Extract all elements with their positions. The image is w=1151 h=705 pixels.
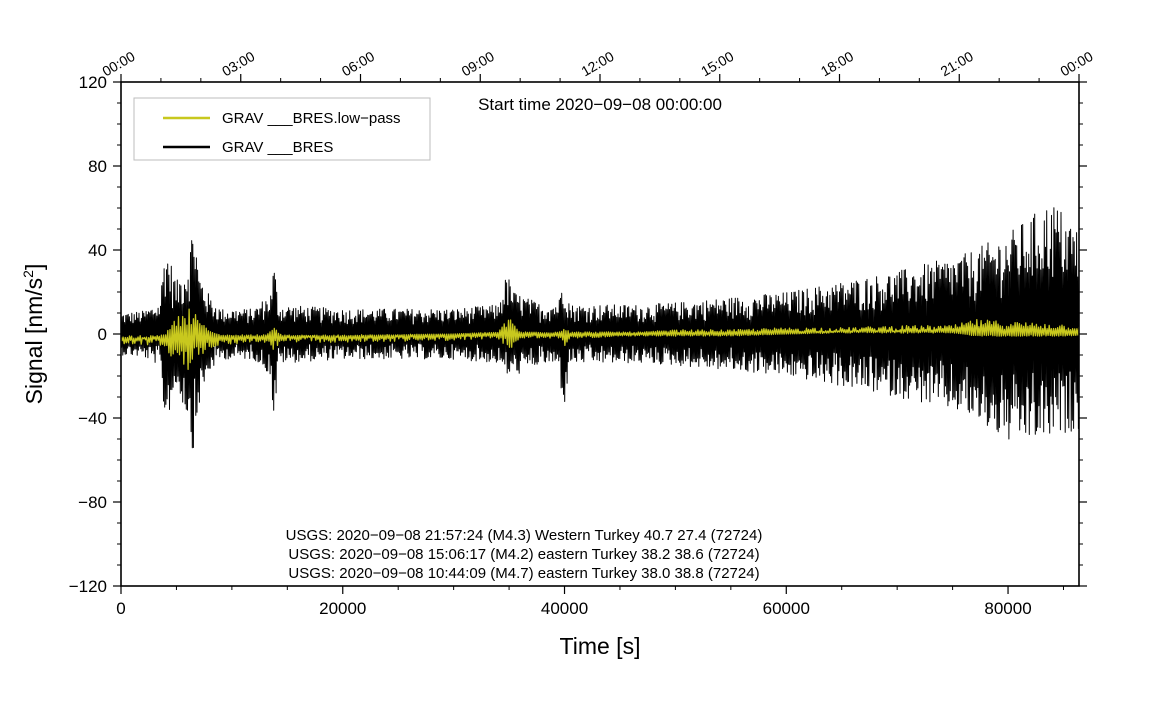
top-tick-label: 00:00 [1057,48,1096,79]
top-tick-label: 15:00 [698,48,737,79]
top-tick-label: 18:00 [818,48,857,79]
event-annotations: USGS: 2020−09−08 21:57:24 (M4.3) Western… [286,527,763,582]
y-tick-label: −80 [78,493,107,512]
y-axis-title-suffix: ] [21,264,47,270]
y-axis-title: Signal [nm/s2] [20,264,47,405]
legend-box [133,97,431,161]
x-tick-label: 60000 [763,599,810,618]
legend-label-lowpass: GRAV ___BRES.low−pass [222,110,401,127]
x-axis-title: Time [s] [560,633,641,659]
y-tick-label: 40 [88,241,107,260]
x-tick-label: 20000 [319,599,366,618]
x-tick-label: 40000 [541,599,588,618]
event-annotation-3: USGS: 2020−09−08 10:44:09 (M4.7) eastern… [288,565,759,582]
top-tick-label: 21:00 [938,48,977,79]
y-tick-label: −40 [78,409,107,428]
top-tick-label: 00:00 [99,48,138,79]
top-tick-label: 03:00 [219,48,258,79]
top-tick-label: 06:00 [339,48,378,79]
event-annotation-2: USGS: 2020−09−08 15:06:17 (M4.2) eastern… [288,546,759,563]
top-tick-label: 09:00 [459,48,498,79]
legend-label-raw: GRAV ___BRES [222,139,333,156]
y-axis-title-sup: 2 [20,270,36,278]
start-time-label: Start time 2020−09−08 00:00:00 [478,95,722,114]
y-tick-label: −120 [69,577,107,596]
y-tick-label: 0 [98,325,107,344]
y-axis-title-main: Signal [nm/s [21,278,47,405]
y-tick-label: 120 [79,73,107,92]
x-tick-label: 0 [116,599,125,618]
series-raw-line [121,207,1079,449]
x-tick-label: 80000 [984,599,1031,618]
series-lowpass-line [121,308,1079,371]
top-tick-label: 12:00 [578,48,617,79]
event-annotation-1: USGS: 2020−09−08 21:57:24 (M4.3) Western… [286,527,763,544]
legend: GRAV ___BRES.low−pass GRAV ___BRES [133,97,431,161]
y-tick-label: 80 [88,157,107,176]
